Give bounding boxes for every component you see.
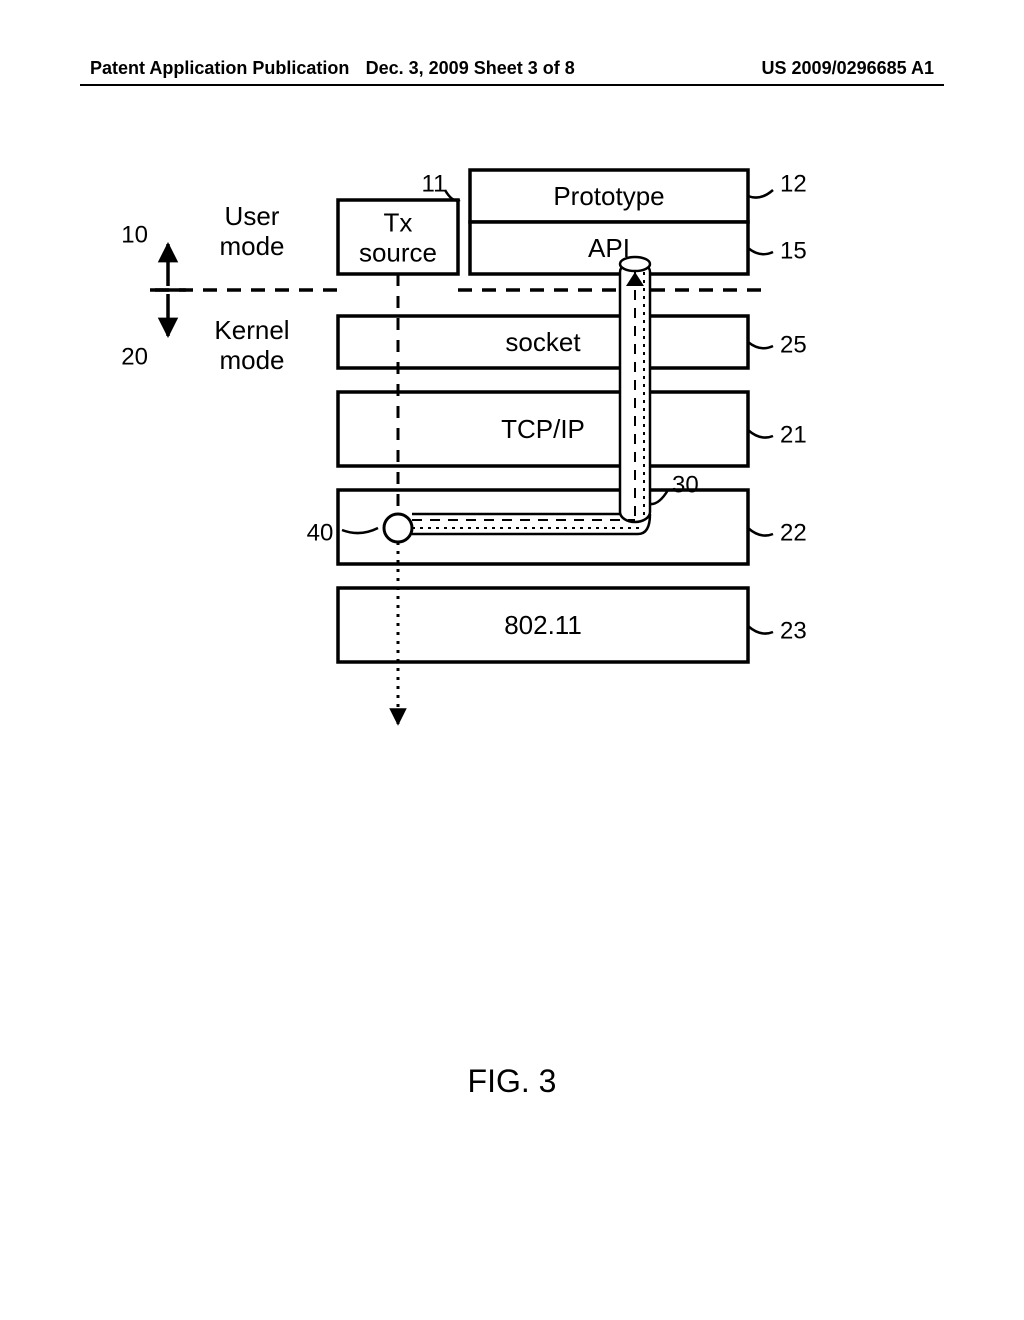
svg-text:40: 40 <box>307 519 334 546</box>
svg-text:11: 11 <box>422 170 447 197</box>
svg-text:Tx: Tx <box>384 208 413 238</box>
figure-caption: FIG. 3 <box>0 1063 1024 1100</box>
svg-text:802.11: 802.11 <box>504 610 582 640</box>
figure-diagram: PrototypeAPITxsourcesocketTCP/IP802.11Us… <box>0 0 1024 1320</box>
svg-text:mode: mode <box>219 231 284 261</box>
svg-text:10: 10 <box>121 221 148 248</box>
svg-text:Kernel: Kernel <box>214 315 289 345</box>
svg-text:15: 15 <box>780 237 807 264</box>
svg-text:22: 22 <box>780 519 807 546</box>
svg-text:User: User <box>225 201 280 231</box>
svg-text:Prototype: Prototype <box>553 181 664 211</box>
svg-text:mode: mode <box>219 345 284 375</box>
svg-text:25: 25 <box>780 331 807 358</box>
svg-text:12: 12 <box>780 170 807 197</box>
svg-text:21: 21 <box>780 421 807 448</box>
svg-text:TCP/IP: TCP/IP <box>501 414 585 444</box>
svg-text:socket: socket <box>505 327 581 357</box>
svg-text:30: 30 <box>672 471 699 498</box>
svg-text:23: 23 <box>780 617 807 644</box>
svg-text:source: source <box>359 237 437 267</box>
svg-text:20: 20 <box>121 343 148 370</box>
